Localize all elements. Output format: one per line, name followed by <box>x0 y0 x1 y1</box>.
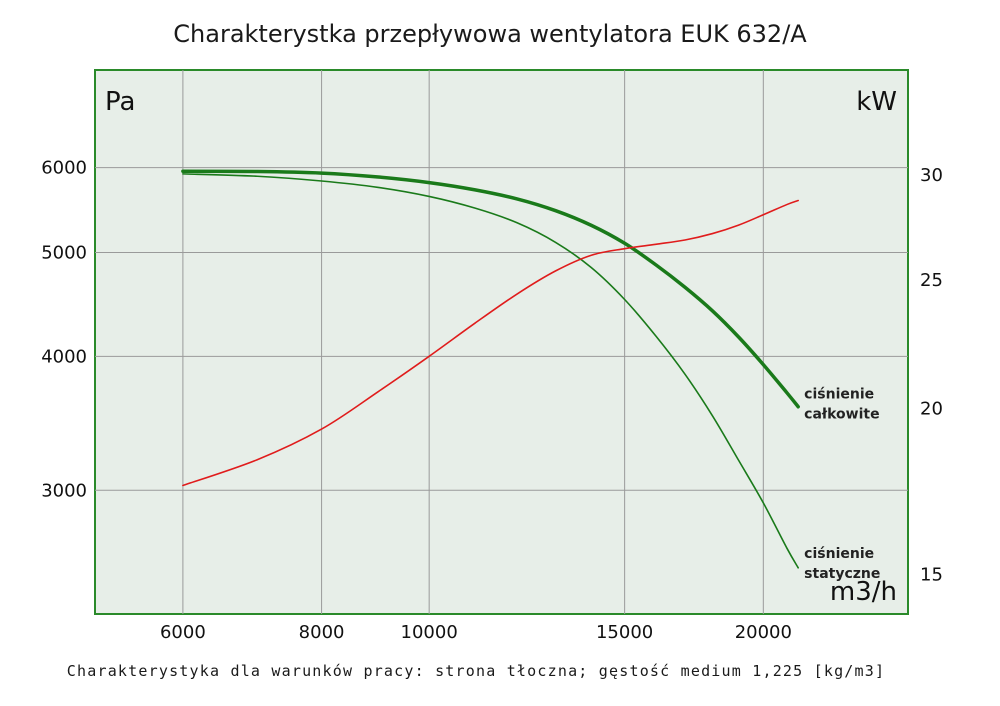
y-left-tick-label-4000: 4000 <box>41 346 87 367</box>
y-left-tick-label-3000: 3000 <box>41 480 87 501</box>
grid <box>95 70 908 614</box>
series-label-statyczne-line-2: statyczne <box>804 566 880 582</box>
y-left-tick-label-6000: 6000 <box>41 158 87 179</box>
footer-note: Charakterystyka dla warunków pracy: stro… <box>67 662 885 680</box>
x-tick-label-6000: 6000 <box>160 622 206 643</box>
x-tick-label-10000: 10000 <box>401 622 458 643</box>
y-right-tick-label-20: 20 <box>920 399 943 420</box>
y-left-unit-label: Pa <box>105 87 135 117</box>
y-left-tick-label-5000: 5000 <box>41 243 87 264</box>
series-label-calkowite-line-2: całkowite <box>804 407 879 423</box>
x-tick-label-8000: 8000 <box>299 622 345 643</box>
series-label-calkowite: ciśnienie całkowite <box>804 387 879 423</box>
plot-area <box>94 69 909 615</box>
y-axis-right-ticks: 15 20 25 30 <box>920 165 943 585</box>
y-right-unit-label: kW <box>856 87 897 117</box>
x-tick-label-15000: 15000 <box>596 622 653 643</box>
x-unit-label: m3/h <box>830 577 897 607</box>
x-axis-ticks: 6000 8000 10000 15000 20000 <box>160 622 792 643</box>
y-right-tick-label-30: 30 <box>920 165 943 186</box>
series-line-cisnienie-statyczne <box>182 173 799 569</box>
x-tick-label-20000: 20000 <box>735 622 792 643</box>
series-group <box>181 169 800 569</box>
series-labels: ciśnienie całkowite ciśnienie statyczne <box>804 387 880 582</box>
series-label-calkowite-line-1: ciśnienie <box>804 387 874 403</box>
chart-title: Charakterystka przepływowa wentylatora E… <box>173 20 807 48</box>
y-right-tick-label-25: 25 <box>920 270 943 291</box>
series-label-statyczne-line-1: ciśnienie <box>804 546 874 562</box>
series-line-moc <box>182 199 799 487</box>
series-line-cisnienie-calkowite <box>181 169 800 409</box>
y-axis-left-ticks: 3000 4000 5000 6000 <box>41 158 87 502</box>
series-label-statyczne: ciśnienie statyczne <box>804 546 880 582</box>
y-right-tick-label-15: 15 <box>920 564 943 585</box>
